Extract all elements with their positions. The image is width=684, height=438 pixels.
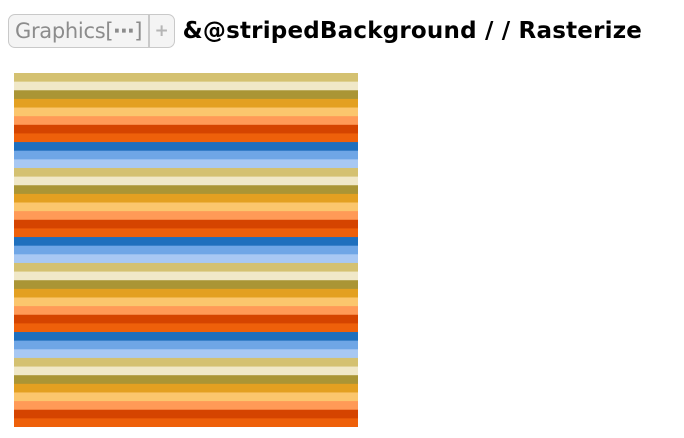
stripe — [14, 98, 358, 108]
stripe — [14, 193, 358, 203]
stripe — [14, 185, 358, 195]
stripe — [14, 228, 358, 238]
stripe — [14, 202, 358, 212]
iconized-graphics-box[interactable]: Graphics[⋯] + — [8, 14, 175, 48]
stripe — [14, 418, 358, 427]
iconized-divider — [148, 14, 150, 48]
stripe — [14, 332, 358, 342]
stripe — [14, 366, 358, 376]
stripe — [14, 245, 358, 255]
stripe — [14, 159, 358, 169]
ellipsis-icon: ⋯ — [113, 19, 135, 43]
stripe — [14, 314, 358, 324]
stripe — [14, 176, 358, 186]
iconized-close-bracket: ] — [134, 19, 143, 43]
stripe — [14, 288, 358, 298]
stripe — [14, 211, 358, 221]
stripe — [14, 124, 358, 134]
stripe — [14, 90, 358, 100]
rasterized-output[interactable] — [14, 73, 358, 427]
stripe — [14, 142, 358, 152]
stripe — [14, 401, 358, 411]
stripe — [14, 107, 358, 117]
plus-icon[interactable]: + — [154, 21, 169, 41]
stripe — [14, 81, 358, 91]
stripe — [14, 150, 358, 160]
stripe — [14, 219, 358, 229]
stripe — [14, 340, 358, 350]
stripe — [14, 392, 358, 402]
stripe — [14, 271, 358, 281]
stripe — [14, 262, 358, 272]
input-cell[interactable]: Graphics[⋯] + &@stripedBackground / / Ra… — [8, 13, 642, 49]
stripe — [14, 73, 358, 83]
stripe — [14, 323, 358, 333]
stripe — [14, 116, 358, 126]
input-code[interactable]: &@stripedBackground / / Rasterize — [182, 18, 643, 44]
stripe — [14, 409, 358, 419]
stripe — [14, 306, 358, 316]
stripe — [14, 349, 358, 359]
iconized-label: Graphics[ — [15, 19, 114, 43]
stripe — [14, 297, 358, 307]
stripe — [14, 167, 358, 178]
stripe — [14, 254, 358, 264]
stripe — [14, 237, 358, 247]
striped-background-image — [14, 73, 358, 427]
stripe — [14, 375, 358, 385]
stripe — [14, 383, 358, 393]
stripe — [14, 357, 358, 367]
stripe — [14, 133, 358, 143]
stripe — [14, 280, 358, 290]
